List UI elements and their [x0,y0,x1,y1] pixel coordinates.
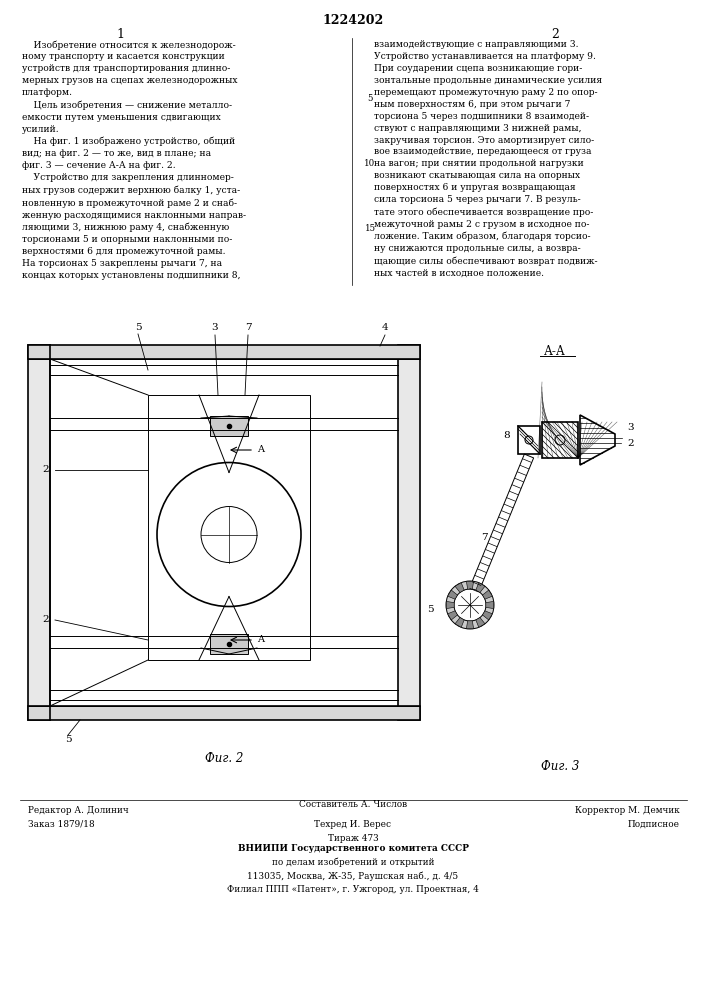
Text: A: A [257,446,264,454]
Polygon shape [455,618,464,627]
Text: Корректор М. Демчик: Корректор М. Демчик [575,806,680,815]
Bar [210,416,248,436]
Text: 5: 5 [64,735,71,744]
Bar [28,345,420,359]
Text: взаимодействующие с направляющими 3.
Устройство устанавливается на платформу 9.
: взаимодействующие с направляющими 3. Уст… [374,40,602,278]
Circle shape [555,435,565,445]
Bar [398,345,420,720]
Text: 3: 3 [211,323,218,332]
Text: Редактор А. Долинич: Редактор А. Долинич [28,806,129,815]
Text: 15: 15 [364,224,375,233]
Circle shape [454,589,486,621]
Polygon shape [467,621,474,629]
Polygon shape [448,590,457,599]
Text: Филиал ППП «Патент», г. Ужгород, ул. Проектная, 4: Филиал ППП «Патент», г. Ужгород, ул. Про… [227,885,479,894]
Text: Техред И. Верес: Техред И. Верес [315,820,392,829]
Text: по делам изобретений и открытий: по делам изобретений и открытий [271,857,434,867]
Text: A: A [257,636,264,645]
Text: 10: 10 [364,159,375,168]
Polygon shape [476,618,485,627]
Bar [210,634,248,654]
Text: Фиг. 2: Фиг. 2 [205,752,243,765]
Text: 1224202: 1224202 [322,14,384,27]
Bar [28,706,420,720]
Text: 1: 1 [116,28,124,41]
Bar [542,422,578,458]
Text: 113035, Москва, Ж-35, Раушская наб., д. 4/5: 113035, Москва, Ж-35, Раушская наб., д. … [247,871,459,881]
Text: Составитель А. Числов: Составитель А. Числов [299,800,407,809]
Text: 3: 3 [627,424,633,432]
Text: 7: 7 [245,323,251,332]
Text: 5: 5 [427,605,434,614]
Text: 5: 5 [367,94,373,103]
Text: А-А: А-А [544,345,566,358]
Text: Тираж 473: Тираж 473 [327,834,378,843]
Text: 2: 2 [42,466,49,475]
Text: Изобретение относится к железнодорож-
ному транспорту и касается конструкции
уст: Изобретение относится к железнодорож- но… [22,40,246,280]
Text: 5: 5 [135,323,141,332]
Polygon shape [486,601,493,609]
Text: Подписное: Подписное [628,820,680,829]
Text: Заказ 1879/18: Заказ 1879/18 [28,820,95,829]
Text: 2: 2 [42,615,49,624]
Polygon shape [467,581,474,589]
Text: 4: 4 [382,323,388,332]
Polygon shape [448,611,457,620]
Text: 2: 2 [551,28,559,41]
Circle shape [446,581,494,629]
Bar [148,395,310,660]
Text: 2: 2 [627,440,633,448]
Polygon shape [482,590,492,599]
Polygon shape [455,583,464,592]
Text: 7: 7 [481,534,488,542]
Bar [28,345,50,720]
Text: ВНИИПИ Государственного комитета СССР: ВНИИПИ Государственного комитета СССР [238,844,469,853]
Polygon shape [482,611,492,620]
Text: Фиг. 3: Фиг. 3 [541,760,579,773]
Polygon shape [446,601,454,609]
Circle shape [525,436,533,444]
Text: 8: 8 [503,432,510,440]
Bar [518,426,540,454]
Polygon shape [476,583,485,592]
